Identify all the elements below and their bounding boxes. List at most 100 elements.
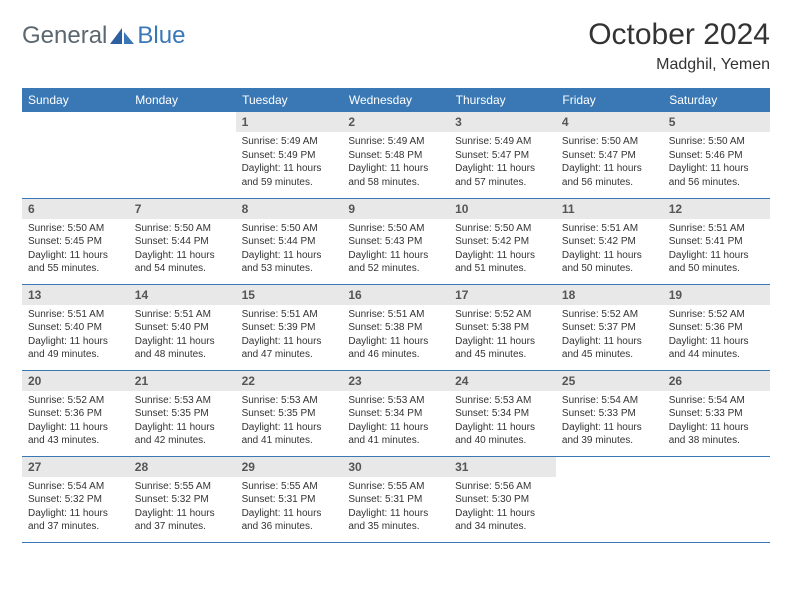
day-details: Sunrise: 5:53 AMSunset: 5:34 PMDaylight:… bbox=[342, 391, 449, 452]
calendar-cell bbox=[556, 456, 663, 542]
logo-text-blue: Blue bbox=[137, 22, 185, 50]
day-details: Sunrise: 5:51 AMSunset: 5:40 PMDaylight:… bbox=[22, 305, 129, 366]
calendar-cell: 28Sunrise: 5:55 AMSunset: 5:32 PMDayligh… bbox=[129, 456, 236, 542]
day-number: 23 bbox=[342, 371, 449, 391]
day-number: 11 bbox=[556, 199, 663, 219]
title-block: October 2024 Madghil, Yemen bbox=[588, 18, 770, 74]
calendar-cell: 25Sunrise: 5:54 AMSunset: 5:33 PMDayligh… bbox=[556, 370, 663, 456]
calendar-cell bbox=[22, 112, 129, 198]
month-title: October 2024 bbox=[588, 18, 770, 52]
calendar-cell: 24Sunrise: 5:53 AMSunset: 5:34 PMDayligh… bbox=[449, 370, 556, 456]
day-details: Sunrise: 5:52 AMSunset: 5:37 PMDaylight:… bbox=[556, 305, 663, 366]
day-details: Sunrise: 5:56 AMSunset: 5:30 PMDaylight:… bbox=[449, 477, 556, 538]
calendar-cell: 18Sunrise: 5:52 AMSunset: 5:37 PMDayligh… bbox=[556, 284, 663, 370]
day-number: 31 bbox=[449, 457, 556, 477]
calendar-cell: 5Sunrise: 5:50 AMSunset: 5:46 PMDaylight… bbox=[663, 112, 770, 198]
calendar-table: SundayMondayTuesdayWednesdayThursdayFrid… bbox=[22, 88, 770, 543]
day-number: 25 bbox=[556, 371, 663, 391]
day-details: Sunrise: 5:54 AMSunset: 5:32 PMDaylight:… bbox=[22, 477, 129, 538]
day-details: Sunrise: 5:50 AMSunset: 5:44 PMDaylight:… bbox=[236, 219, 343, 280]
day-details: Sunrise: 5:50 AMSunset: 5:44 PMDaylight:… bbox=[129, 219, 236, 280]
day-number: 29 bbox=[236, 457, 343, 477]
day-number: 2 bbox=[342, 112, 449, 132]
day-details: Sunrise: 5:51 AMSunset: 5:39 PMDaylight:… bbox=[236, 305, 343, 366]
day-details: Sunrise: 5:50 AMSunset: 5:46 PMDaylight:… bbox=[663, 132, 770, 193]
calendar-cell: 30Sunrise: 5:55 AMSunset: 5:31 PMDayligh… bbox=[342, 456, 449, 542]
calendar-cell: 16Sunrise: 5:51 AMSunset: 5:38 PMDayligh… bbox=[342, 284, 449, 370]
day-number: 14 bbox=[129, 285, 236, 305]
calendar-row: 6Sunrise: 5:50 AMSunset: 5:45 PMDaylight… bbox=[22, 198, 770, 284]
day-details: Sunrise: 5:51 AMSunset: 5:42 PMDaylight:… bbox=[556, 219, 663, 280]
day-header: Monday bbox=[129, 88, 236, 112]
location-label: Madghil, Yemen bbox=[588, 56, 770, 74]
calendar-cell: 10Sunrise: 5:50 AMSunset: 5:42 PMDayligh… bbox=[449, 198, 556, 284]
logo-sail-icon bbox=[109, 27, 135, 45]
calendar-row: 20Sunrise: 5:52 AMSunset: 5:36 PMDayligh… bbox=[22, 370, 770, 456]
calendar-cell: 27Sunrise: 5:54 AMSunset: 5:32 PMDayligh… bbox=[22, 456, 129, 542]
calendar-cell: 9Sunrise: 5:50 AMSunset: 5:43 PMDaylight… bbox=[342, 198, 449, 284]
day-number: 13 bbox=[22, 285, 129, 305]
calendar-cell: 14Sunrise: 5:51 AMSunset: 5:40 PMDayligh… bbox=[129, 284, 236, 370]
day-details: Sunrise: 5:50 AMSunset: 5:45 PMDaylight:… bbox=[22, 219, 129, 280]
day-number: 8 bbox=[236, 199, 343, 219]
calendar-cell: 13Sunrise: 5:51 AMSunset: 5:40 PMDayligh… bbox=[22, 284, 129, 370]
calendar-cell: 21Sunrise: 5:53 AMSunset: 5:35 PMDayligh… bbox=[129, 370, 236, 456]
day-number: 19 bbox=[663, 285, 770, 305]
day-details: Sunrise: 5:51 AMSunset: 5:40 PMDaylight:… bbox=[129, 305, 236, 366]
day-header: Saturday bbox=[663, 88, 770, 112]
day-details: Sunrise: 5:54 AMSunset: 5:33 PMDaylight:… bbox=[556, 391, 663, 452]
day-header: Sunday bbox=[22, 88, 129, 112]
day-number: 15 bbox=[236, 285, 343, 305]
calendar-cell: 15Sunrise: 5:51 AMSunset: 5:39 PMDayligh… bbox=[236, 284, 343, 370]
day-details: Sunrise: 5:52 AMSunset: 5:36 PMDaylight:… bbox=[22, 391, 129, 452]
day-number: 16 bbox=[342, 285, 449, 305]
calendar-cell: 6Sunrise: 5:50 AMSunset: 5:45 PMDaylight… bbox=[22, 198, 129, 284]
calendar-body: 1Sunrise: 5:49 AMSunset: 5:49 PMDaylight… bbox=[22, 112, 770, 542]
calendar-cell: 29Sunrise: 5:55 AMSunset: 5:31 PMDayligh… bbox=[236, 456, 343, 542]
day-number: 24 bbox=[449, 371, 556, 391]
calendar-row: 27Sunrise: 5:54 AMSunset: 5:32 PMDayligh… bbox=[22, 456, 770, 542]
day-number: 6 bbox=[22, 199, 129, 219]
calendar-cell: 12Sunrise: 5:51 AMSunset: 5:41 PMDayligh… bbox=[663, 198, 770, 284]
calendar-cell: 20Sunrise: 5:52 AMSunset: 5:36 PMDayligh… bbox=[22, 370, 129, 456]
day-details: Sunrise: 5:49 AMSunset: 5:48 PMDaylight:… bbox=[342, 132, 449, 193]
day-details: Sunrise: 5:51 AMSunset: 5:38 PMDaylight:… bbox=[342, 305, 449, 366]
day-details: Sunrise: 5:54 AMSunset: 5:33 PMDaylight:… bbox=[663, 391, 770, 452]
brand-logo: General Blue bbox=[22, 18, 185, 50]
day-details: Sunrise: 5:55 AMSunset: 5:31 PMDaylight:… bbox=[236, 477, 343, 538]
calendar-cell: 7Sunrise: 5:50 AMSunset: 5:44 PMDaylight… bbox=[129, 198, 236, 284]
calendar-cell: 1Sunrise: 5:49 AMSunset: 5:49 PMDaylight… bbox=[236, 112, 343, 198]
calendar-cell: 22Sunrise: 5:53 AMSunset: 5:35 PMDayligh… bbox=[236, 370, 343, 456]
day-details: Sunrise: 5:50 AMSunset: 5:42 PMDaylight:… bbox=[449, 219, 556, 280]
calendar-cell bbox=[663, 456, 770, 542]
day-details: Sunrise: 5:53 AMSunset: 5:34 PMDaylight:… bbox=[449, 391, 556, 452]
day-number: 1 bbox=[236, 112, 343, 132]
day-header: Friday bbox=[556, 88, 663, 112]
day-number: 30 bbox=[342, 457, 449, 477]
day-number: 10 bbox=[449, 199, 556, 219]
day-details: Sunrise: 5:52 AMSunset: 5:38 PMDaylight:… bbox=[449, 305, 556, 366]
day-number: 9 bbox=[342, 199, 449, 219]
day-number: 7 bbox=[129, 199, 236, 219]
calendar-row: 1Sunrise: 5:49 AMSunset: 5:49 PMDaylight… bbox=[22, 112, 770, 198]
day-details: Sunrise: 5:51 AMSunset: 5:41 PMDaylight:… bbox=[663, 219, 770, 280]
day-details: Sunrise: 5:49 AMSunset: 5:49 PMDaylight:… bbox=[236, 132, 343, 193]
calendar-cell: 23Sunrise: 5:53 AMSunset: 5:34 PMDayligh… bbox=[342, 370, 449, 456]
day-number: 27 bbox=[22, 457, 129, 477]
calendar-cell: 11Sunrise: 5:51 AMSunset: 5:42 PMDayligh… bbox=[556, 198, 663, 284]
day-number: 21 bbox=[129, 371, 236, 391]
day-details: Sunrise: 5:49 AMSunset: 5:47 PMDaylight:… bbox=[449, 132, 556, 193]
logo-text-general: General bbox=[22, 22, 107, 50]
day-details: Sunrise: 5:53 AMSunset: 5:35 PMDaylight:… bbox=[129, 391, 236, 452]
day-number: 22 bbox=[236, 371, 343, 391]
calendar-cell: 31Sunrise: 5:56 AMSunset: 5:30 PMDayligh… bbox=[449, 456, 556, 542]
day-number: 12 bbox=[663, 199, 770, 219]
day-details: Sunrise: 5:55 AMSunset: 5:31 PMDaylight:… bbox=[342, 477, 449, 538]
day-details: Sunrise: 5:50 AMSunset: 5:47 PMDaylight:… bbox=[556, 132, 663, 193]
calendar-cell: 17Sunrise: 5:52 AMSunset: 5:38 PMDayligh… bbox=[449, 284, 556, 370]
calendar-row: 13Sunrise: 5:51 AMSunset: 5:40 PMDayligh… bbox=[22, 284, 770, 370]
day-header: Thursday bbox=[449, 88, 556, 112]
day-number: 28 bbox=[129, 457, 236, 477]
page-header: General Blue October 2024 Madghil, Yemen bbox=[22, 18, 770, 74]
calendar-cell: 26Sunrise: 5:54 AMSunset: 5:33 PMDayligh… bbox=[663, 370, 770, 456]
